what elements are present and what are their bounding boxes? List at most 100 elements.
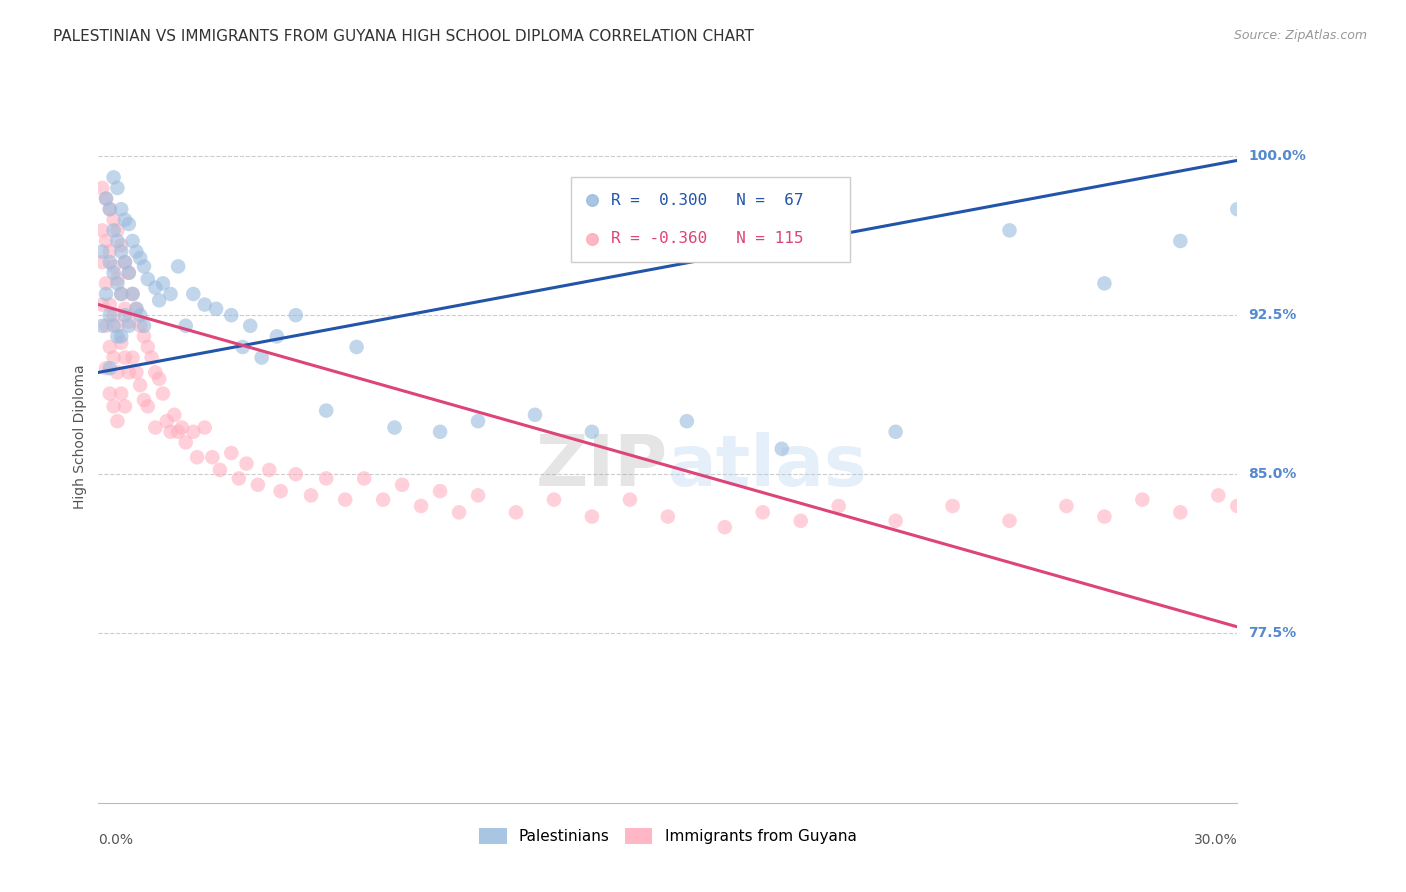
Point — [118, 217, 141, 231]
Point — [1208, 488, 1230, 502]
Point — [136, 340, 159, 354]
Point — [110, 238, 132, 252]
Point — [1094, 509, 1116, 524]
Point — [1094, 277, 1116, 291]
Point — [110, 386, 132, 401]
Point — [110, 287, 132, 301]
Point — [132, 329, 155, 343]
Y-axis label: High School Diploma: High School Diploma — [73, 365, 87, 509]
Point — [790, 514, 813, 528]
Point — [884, 425, 907, 439]
Text: atlas: atlas — [668, 432, 868, 500]
Point — [110, 335, 132, 350]
Point — [103, 308, 125, 322]
Point — [828, 499, 851, 513]
Point — [118, 266, 141, 280]
Point — [129, 318, 152, 333]
Point — [114, 351, 136, 365]
Point — [107, 414, 129, 428]
Point — [145, 420, 167, 434]
Point — [346, 340, 368, 354]
Point — [159, 287, 181, 301]
Point — [1360, 590, 1382, 604]
Point — [121, 351, 143, 365]
Point — [98, 308, 121, 322]
Point — [121, 287, 143, 301]
Point — [1284, 181, 1306, 195]
Point — [121, 234, 143, 248]
Point — [98, 361, 121, 376]
Point — [129, 251, 152, 265]
Point — [239, 318, 262, 333]
Point — [167, 425, 190, 439]
Point — [163, 408, 186, 422]
Point — [384, 420, 406, 434]
Point — [505, 505, 527, 519]
Point — [186, 450, 208, 465]
Point — [183, 425, 205, 439]
Point — [299, 488, 322, 502]
Point — [103, 351, 125, 365]
Text: R = -0.360   N = 115: R = -0.360 N = 115 — [610, 231, 803, 246]
Point — [125, 366, 148, 380]
Point — [1322, 594, 1344, 608]
Text: 92.5%: 92.5% — [1249, 308, 1296, 322]
Point — [259, 463, 281, 477]
Point — [94, 361, 117, 376]
Point — [174, 435, 197, 450]
Point — [118, 266, 141, 280]
Point — [110, 287, 132, 301]
Legend: Palestinians, Immigrants from Guyana: Palestinians, Immigrants from Guyana — [472, 822, 863, 850]
Point — [114, 212, 136, 227]
Point — [148, 372, 170, 386]
Point — [91, 223, 114, 237]
Point — [125, 301, 148, 316]
Point — [98, 340, 121, 354]
Point — [581, 425, 603, 439]
Point — [205, 301, 228, 316]
Point — [246, 477, 269, 491]
Point — [391, 477, 413, 491]
Point — [103, 223, 125, 237]
Point — [129, 308, 152, 322]
Point — [543, 492, 565, 507]
Point — [884, 514, 907, 528]
Point — [284, 467, 307, 482]
Point — [159, 425, 181, 439]
Point — [121, 287, 143, 301]
Point — [132, 392, 155, 407]
Point — [107, 223, 129, 237]
Point — [103, 318, 125, 333]
Text: 30.0%: 30.0% — [1194, 833, 1237, 847]
Text: 0.0%: 0.0% — [98, 833, 134, 847]
Text: Source: ZipAtlas.com: Source: ZipAtlas.com — [1233, 29, 1367, 42]
Point — [411, 499, 433, 513]
Point — [1284, 488, 1306, 502]
Point — [1302, 499, 1324, 513]
Point — [284, 308, 307, 322]
Point — [98, 255, 121, 269]
Point — [1398, 590, 1406, 604]
Point — [114, 301, 136, 316]
Text: 100.0%: 100.0% — [1249, 149, 1306, 163]
Point — [132, 260, 155, 274]
Point — [235, 457, 257, 471]
Point — [371, 492, 394, 507]
Point — [91, 318, 114, 333]
Point — [94, 318, 117, 333]
Point — [1378, 153, 1400, 168]
Point — [94, 234, 117, 248]
Point — [94, 192, 117, 206]
Point — [107, 234, 129, 248]
Point — [125, 244, 148, 259]
Point — [125, 301, 148, 316]
Point — [129, 378, 152, 392]
Point — [315, 471, 337, 485]
Point — [1340, 605, 1362, 619]
Point — [91, 255, 114, 269]
Point — [107, 277, 129, 291]
Point — [619, 492, 641, 507]
Point — [770, 442, 793, 456]
Point — [98, 202, 121, 216]
Point — [1378, 603, 1400, 617]
